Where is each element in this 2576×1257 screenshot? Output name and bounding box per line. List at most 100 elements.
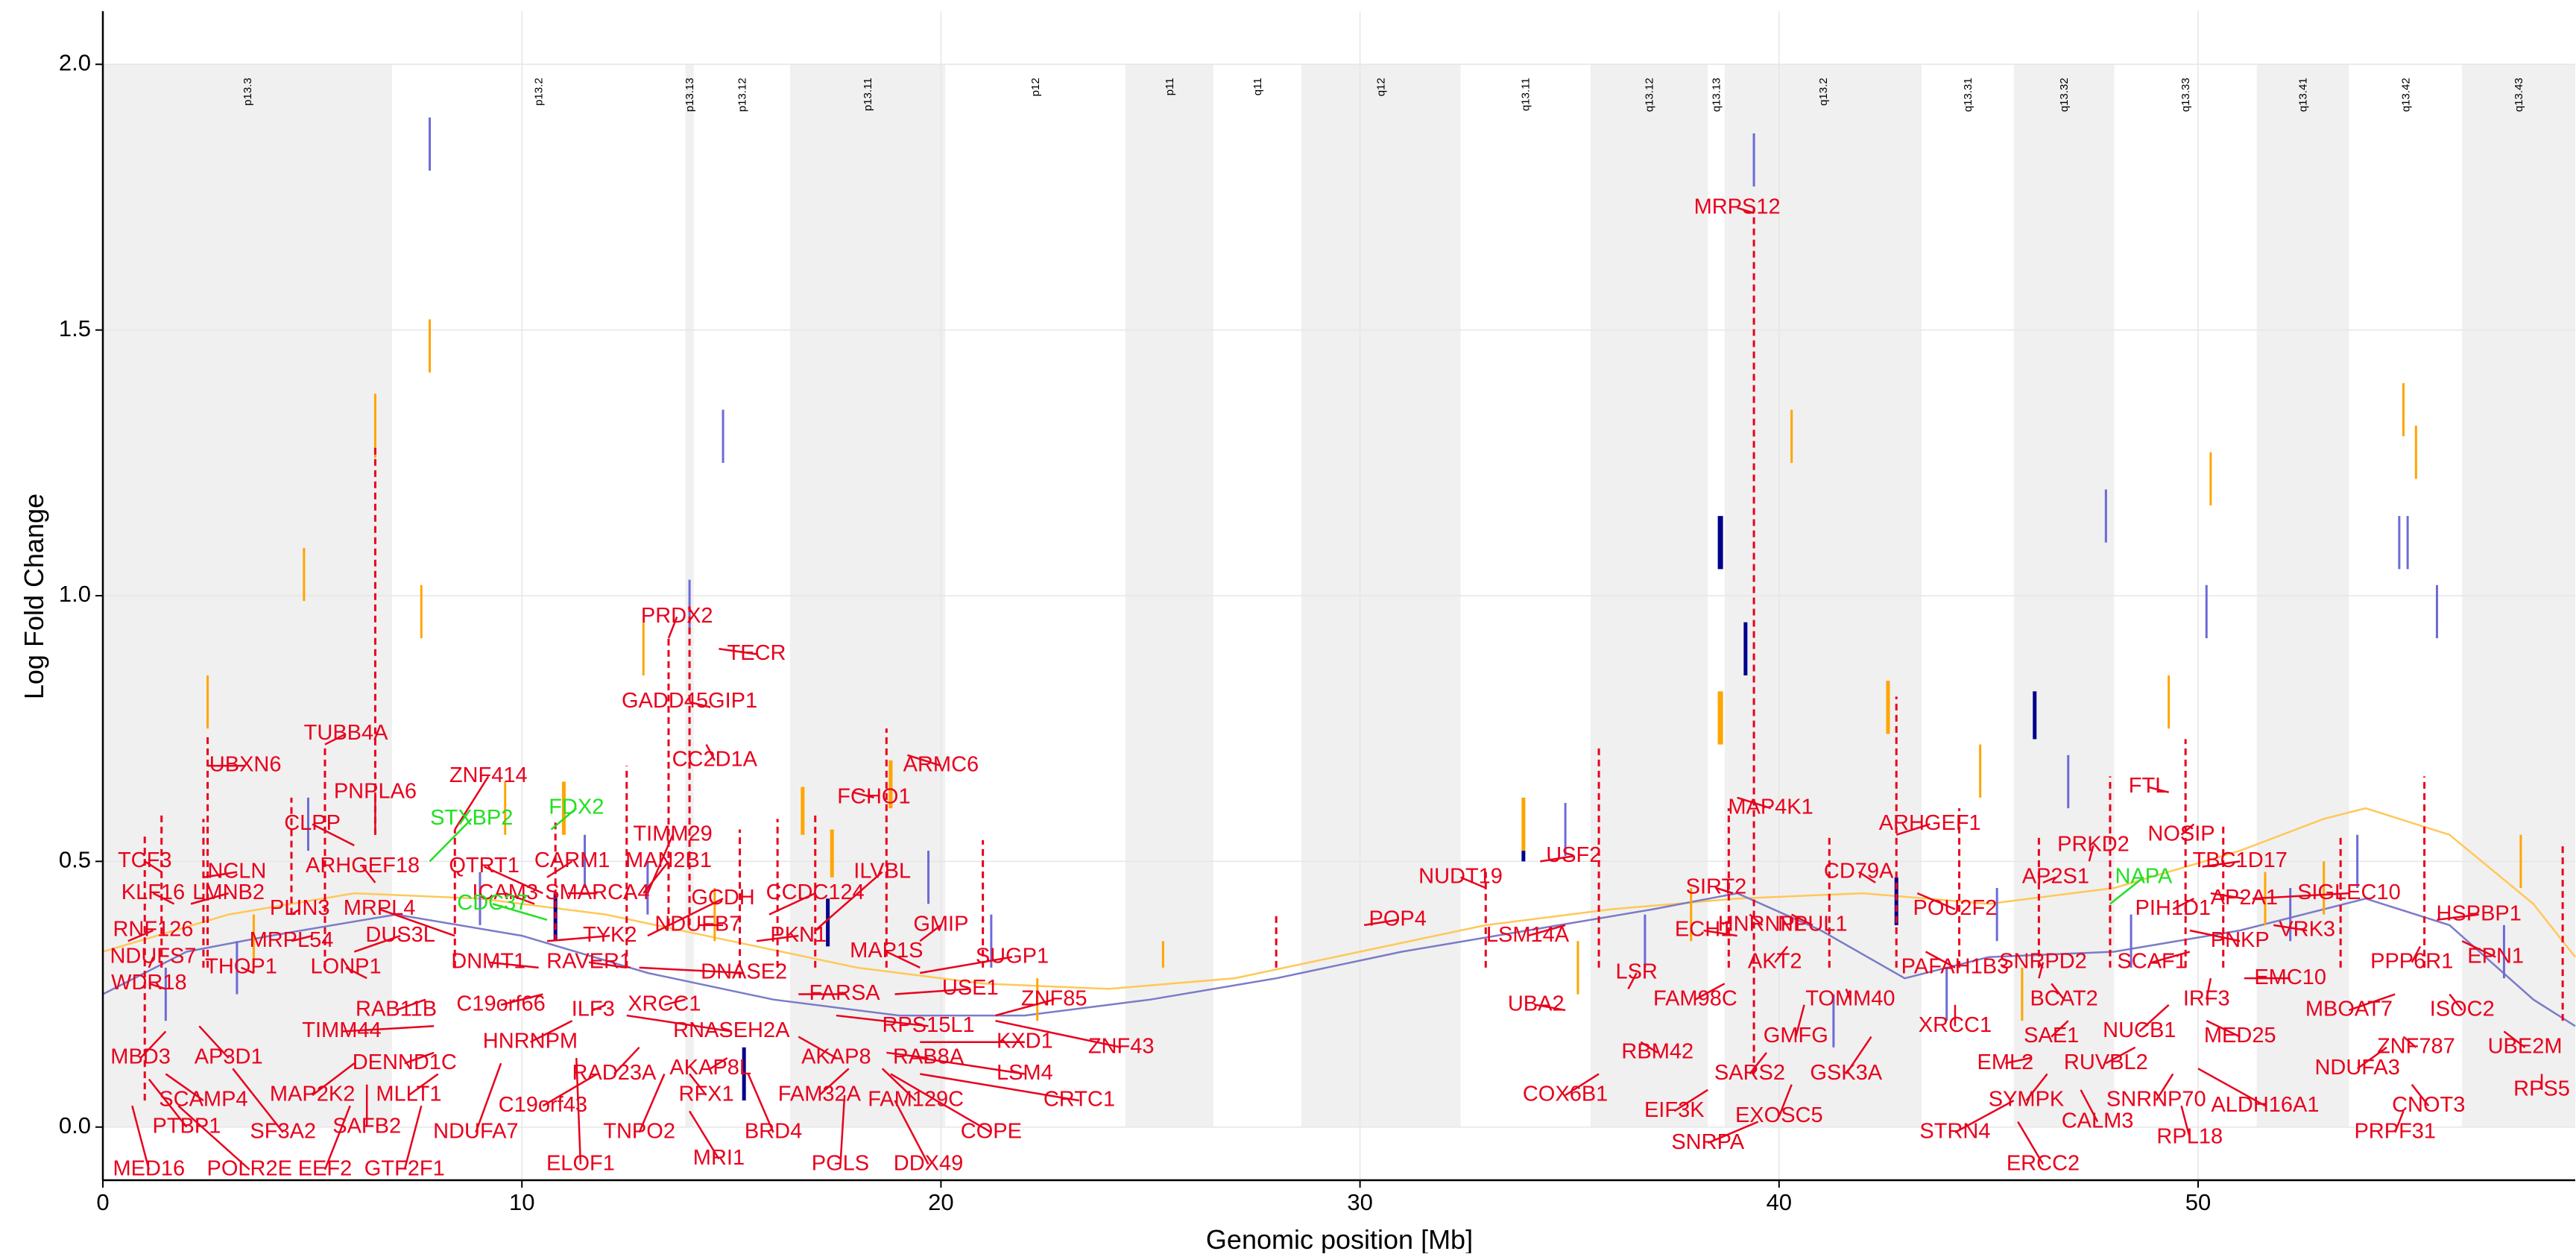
label-leader	[1707, 1121, 1759, 1144]
segment-orange	[2168, 675, 2171, 729]
gene-label: PTBP1	[153, 1114, 221, 1138]
label-leader	[689, 701, 711, 708]
gene-label: USE1	[942, 976, 999, 1000]
segment-navy	[2289, 888, 2292, 942]
data-segments	[164, 117, 2522, 1101]
gene-label: SYMPK	[1989, 1088, 2065, 1112]
label-leader	[2411, 945, 2422, 963]
gene-label: ZNF43	[1088, 1034, 1155, 1058]
gene-label: GSK3A	[1810, 1061, 1882, 1085]
label-leader	[2038, 962, 2045, 979]
label-leader	[995, 1019, 1122, 1049]
label-leader	[919, 924, 942, 942]
gene-label: TNPO2	[603, 1120, 675, 1144]
label-leader	[2202, 860, 2241, 868]
gene-label: CC2D1A	[672, 748, 758, 772]
label-leader	[647, 898, 724, 937]
gene-label: C19orf43	[499, 1093, 587, 1117]
gene-label: ECH1	[1675, 918, 1732, 942]
label-leader	[2180, 823, 2195, 836]
gene-label: TOMM40	[1805, 986, 1895, 1010]
segment-orange	[1161, 941, 1164, 968]
gene-label: RBM42	[1621, 1040, 1693, 1064]
gene-label: ISOC2	[2430, 998, 2495, 1021]
label-leader	[2411, 1083, 2430, 1106]
label-leader	[593, 1004, 607, 1012]
label-leader	[429, 818, 473, 863]
segment-navy	[1644, 914, 1647, 968]
label-leader	[1845, 1036, 1872, 1075]
label-leader	[814, 871, 883, 931]
label-leader	[836, 1014, 929, 1027]
label-leader	[1535, 1004, 1566, 1012]
cytoband-label-q13.11: q13.11	[1520, 78, 1532, 111]
label-leader	[2109, 876, 2144, 905]
gene-label: CLPP	[284, 811, 341, 835]
x-tick-label: 20	[928, 1189, 953, 1215]
label-leader	[2206, 977, 2212, 1000]
gene-label: VRK3	[2279, 918, 2335, 942]
gene-label: SAE1	[2024, 1024, 2079, 1048]
gene-label: MAP4K1	[1728, 796, 1813, 819]
label-leader	[2080, 1089, 2099, 1123]
gene-label: MAP2K2	[270, 1083, 355, 1106]
y-tick-label: 0.0	[59, 1112, 91, 1138]
label-leader	[291, 934, 313, 942]
gene-label: NCLN	[207, 859, 266, 883]
gene-label: DNASE2	[701, 960, 787, 984]
cytoband-label-p13.12: p13.12	[736, 78, 748, 112]
gene-label: GCDH	[691, 886, 754, 910]
segment-navy	[2406, 516, 2409, 570]
gene-label: UBA2	[1508, 992, 1565, 1015]
gene-label: EIF3K	[1644, 1098, 1705, 1122]
segment-navy	[2502, 924, 2505, 979]
gene-label: MBD3	[110, 1045, 171, 1069]
label-leader	[643, 860, 669, 894]
gene-label: EMC10	[2254, 965, 2326, 989]
cytoband-label-p13.2: p13.2	[533, 78, 546, 106]
x-tick-label: 50	[2185, 1189, 2211, 1215]
label-leader	[2503, 1030, 2526, 1048]
label-leader	[853, 791, 874, 799]
x-axis-title: Genomic position [Mb]	[1206, 1224, 1473, 1253]
label-leader	[2402, 1036, 2417, 1048]
segment-navy	[1832, 994, 1835, 1048]
gene-label: SF3A2	[250, 1120, 316, 1144]
label-leader	[798, 1036, 837, 1059]
segment-navy	[1564, 802, 1567, 857]
cytoband-label-q13.43: q13.43	[2513, 78, 2525, 112]
label-leader	[2394, 1110, 2405, 1133]
label-leader	[575, 1058, 582, 1165]
gene-label: PIH1D1	[2135, 896, 2212, 920]
gene-label: TYK2	[583, 923, 637, 947]
gene-label: ARHGEF1	[1879, 811, 1981, 835]
label-leader	[505, 892, 535, 905]
gene-label: NPUL1	[1778, 913, 1848, 936]
label-leader	[341, 1025, 435, 1033]
label-leader	[1774, 945, 1789, 963]
segment-navy	[1743, 622, 1748, 675]
gene-label: MAN2B1	[625, 848, 712, 872]
gene-label: UBXN6	[209, 753, 282, 777]
label-leader	[2151, 951, 2191, 963]
label-leader	[2025, 1073, 2048, 1101]
segment-orange	[1717, 691, 1723, 745]
segment-orange	[1979, 744, 1982, 798]
gene-label: QTRT1	[449, 854, 520, 878]
gene-label: MED16	[113, 1156, 185, 1180]
label-leader	[2273, 924, 2308, 932]
label-leader	[2189, 929, 2241, 942]
gene-label: FCHO1	[837, 784, 910, 808]
segment-navy	[722, 409, 724, 463]
label-leader	[881, 1068, 917, 1101]
label-leader	[488, 961, 539, 969]
gene-label: SIRT2	[1686, 875, 1747, 899]
label-leader	[2449, 993, 2463, 1011]
gene-label: AP3D1	[195, 1045, 263, 1069]
gene-label: LSM4	[997, 1061, 1053, 1085]
label-leader	[2206, 1020, 2241, 1038]
segment-navy	[429, 117, 432, 171]
label-leader	[1737, 796, 1771, 810]
smooth-curve-orange	[102, 807, 2576, 990]
